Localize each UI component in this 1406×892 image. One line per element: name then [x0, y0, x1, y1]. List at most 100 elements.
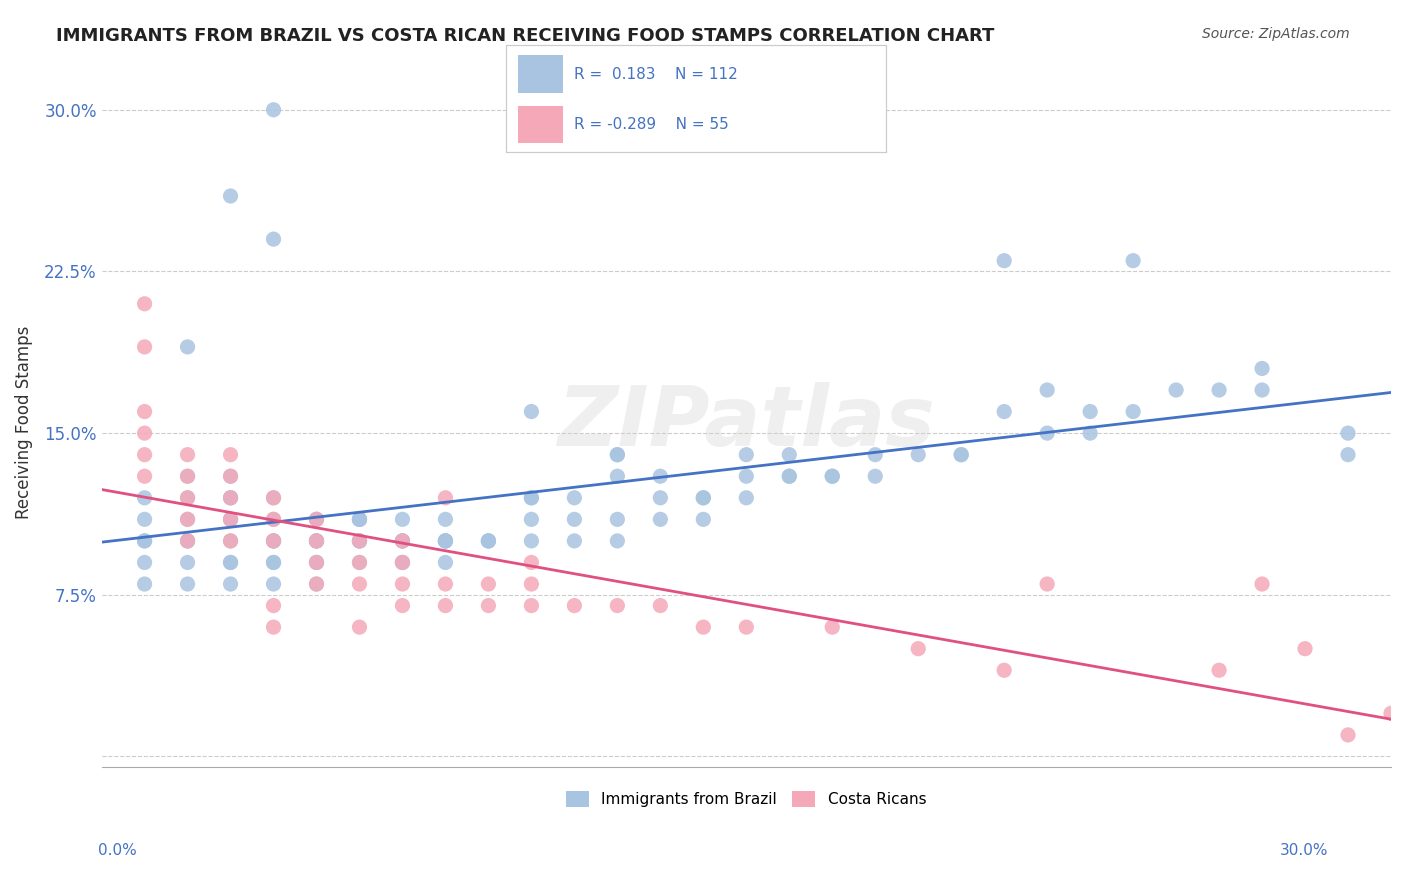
Point	[520, 556, 543, 570]
Point	[134, 577, 156, 591]
Point	[993, 253, 1015, 268]
Point	[263, 599, 285, 613]
Point	[520, 404, 543, 418]
Point	[305, 512, 328, 526]
Point	[391, 577, 413, 591]
Point	[391, 533, 413, 548]
Point	[176, 533, 198, 548]
Point	[263, 577, 285, 591]
Bar	[517, 105, 562, 143]
Point	[606, 469, 628, 483]
Point	[950, 448, 973, 462]
Point	[263, 512, 285, 526]
Point	[1337, 448, 1360, 462]
Point	[134, 404, 156, 418]
Point	[477, 533, 499, 548]
Text: 30.0%: 30.0%	[1281, 843, 1329, 858]
Point	[606, 599, 628, 613]
Point	[219, 577, 242, 591]
Point	[520, 599, 543, 613]
Point	[993, 404, 1015, 418]
Point	[219, 512, 242, 526]
Point	[564, 491, 586, 505]
Point	[219, 491, 242, 505]
Point	[778, 469, 800, 483]
Point	[219, 556, 242, 570]
Point	[349, 577, 371, 591]
Point	[1122, 404, 1144, 418]
Point	[391, 533, 413, 548]
Point	[1294, 641, 1316, 656]
Text: 0.0%: 0.0%	[98, 843, 138, 858]
Point	[1208, 663, 1230, 677]
Point	[477, 533, 499, 548]
Point	[520, 491, 543, 505]
Point	[219, 469, 242, 483]
Point	[349, 533, 371, 548]
Point	[650, 469, 672, 483]
Point	[391, 556, 413, 570]
Point	[434, 512, 457, 526]
Point	[477, 533, 499, 548]
Point	[305, 533, 328, 548]
Point	[263, 533, 285, 548]
Point	[305, 533, 328, 548]
Point	[434, 533, 457, 548]
Point	[176, 491, 198, 505]
Point	[263, 556, 285, 570]
Point	[821, 620, 844, 634]
Point	[477, 599, 499, 613]
Point	[564, 533, 586, 548]
Point	[176, 469, 198, 483]
Bar	[517, 55, 562, 93]
Text: Source: ZipAtlas.com: Source: ZipAtlas.com	[1202, 27, 1350, 41]
Point	[1379, 706, 1402, 721]
Point	[434, 599, 457, 613]
Point	[349, 556, 371, 570]
Point	[1078, 404, 1101, 418]
Point	[907, 641, 929, 656]
Point	[391, 533, 413, 548]
Point	[434, 533, 457, 548]
Point	[520, 577, 543, 591]
Point	[349, 533, 371, 548]
Point	[391, 512, 413, 526]
Point	[349, 512, 371, 526]
Point	[520, 491, 543, 505]
Point	[134, 448, 156, 462]
Point	[1036, 577, 1059, 591]
Point	[1337, 728, 1360, 742]
Point	[564, 512, 586, 526]
Point	[219, 533, 242, 548]
Point	[349, 533, 371, 548]
Point	[219, 491, 242, 505]
Point	[134, 533, 156, 548]
Point	[735, 448, 758, 462]
Point	[219, 491, 242, 505]
Point	[176, 577, 198, 591]
Point	[349, 512, 371, 526]
Point	[219, 556, 242, 570]
Point	[263, 512, 285, 526]
Point	[821, 469, 844, 483]
Point	[1251, 383, 1274, 397]
Point	[391, 599, 413, 613]
Point	[305, 577, 328, 591]
Point	[606, 448, 628, 462]
Point	[219, 448, 242, 462]
Point	[349, 512, 371, 526]
Point	[349, 620, 371, 634]
Point	[1164, 383, 1187, 397]
Text: IMMIGRANTS FROM BRAZIL VS COSTA RICAN RECEIVING FOOD STAMPS CORRELATION CHART: IMMIGRANTS FROM BRAZIL VS COSTA RICAN RE…	[56, 27, 994, 45]
Point	[134, 491, 156, 505]
Point	[692, 620, 714, 634]
Point	[263, 533, 285, 548]
Point	[434, 491, 457, 505]
Point	[263, 103, 285, 117]
Point	[434, 533, 457, 548]
Point	[349, 512, 371, 526]
Point	[391, 533, 413, 548]
Text: ZIPatlas: ZIPatlas	[557, 382, 935, 463]
Point	[1251, 577, 1274, 591]
Point	[1078, 426, 1101, 441]
